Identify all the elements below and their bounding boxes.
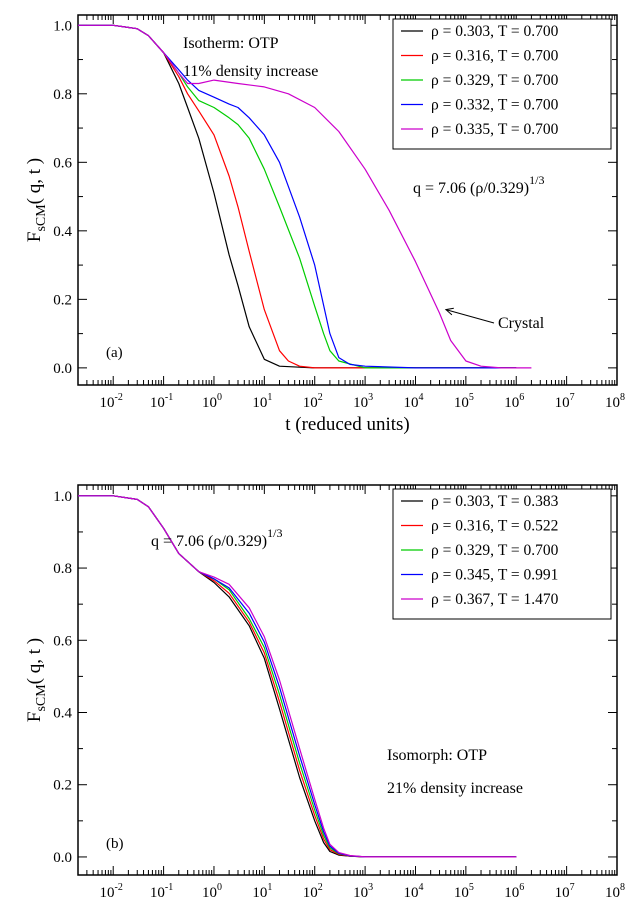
- legend-label: ρ = 0.329, T = 0.700: [431, 72, 559, 89]
- panel-title-annotation: Isomorph: OTP: [387, 747, 487, 764]
- x-tick-label: 103: [353, 882, 373, 901]
- legend-label: ρ = 0.345, T = 0.991: [431, 567, 558, 584]
- legend-label: ρ = 0.303, T = 0.700: [431, 23, 559, 40]
- chart-panel-a: 10-2 10-1 100 101 102 103 104 105 106 107 108 0.0 0.…: [24, 14, 625, 435]
- x-tick-label: 100: [202, 392, 222, 411]
- crystal-arrow: [445, 309, 495, 324]
- y-axis-ticks: [78, 24, 617, 369]
- y-axis-ticks: [78, 495, 617, 858]
- series-line-5: [78, 24, 532, 369]
- x-tick-label: 106: [504, 392, 524, 411]
- y-tick-label: 1.0: [53, 489, 72, 505]
- x-tick-label: 108: [605, 392, 625, 411]
- legend-label: ρ = 0.329, T = 0.700: [431, 542, 559, 559]
- x-tick-label: 108: [605, 882, 625, 901]
- q-formula-annotation: q = 7.06 (ρ/0.329)1/3: [413, 173, 544, 197]
- x-tick-label: 10-1: [150, 392, 173, 411]
- x-tick-label: 10-2: [100, 882, 123, 901]
- x-tick-label: 10-2: [100, 392, 123, 411]
- y-tick-label: 0.4: [53, 706, 72, 722]
- y-tick-label: 1.0: [53, 18, 72, 34]
- legend-label: ρ = 0.316, T = 0.522: [431, 518, 558, 535]
- panel-label: (b): [106, 836, 124, 852]
- crystal-annotation: Crystal: [498, 315, 545, 332]
- series-group: [78, 24, 532, 369]
- series-group: [78, 495, 517, 858]
- legend-label: ρ = 0.303, T = 0.383: [431, 493, 559, 510]
- panel-title-annotation: Isotherm: OTP: [183, 35, 279, 52]
- x-tick-label: 102: [303, 392, 323, 411]
- y-tick-label: 0.0: [53, 850, 72, 866]
- series-line-5: [78, 495, 517, 858]
- y-axis-label: FsCM( q, t ): [24, 158, 49, 242]
- legend: ρ = 0.303, T = 0.700 ρ = 0.316, T = 0.700…: [392, 18, 612, 150]
- legend-label: ρ = 0.335, T = 0.700: [431, 121, 559, 138]
- y-axis-label: FsCM( q, t ): [24, 638, 49, 722]
- q-formula-annotation: q = 7.06 (ρ/0.329)1/3: [151, 526, 282, 550]
- panel-title-annotation: 11% density increase: [183, 63, 318, 80]
- chart-panel-b: 10-2 10-1 100 101 102 103 104 105 106 107 108 0.0 0.…: [24, 484, 625, 911]
- x-tick-label: 102: [303, 882, 323, 901]
- panel-title-annotation: 21% density increase: [387, 780, 523, 797]
- x-tick-label: 101: [252, 882, 272, 901]
- y-tick-label: 0.4: [53, 224, 72, 240]
- panel-label: (a): [106, 345, 123, 361]
- x-tick-label: 101: [252, 392, 272, 411]
- x-tick-label: 107: [555, 392, 575, 411]
- y-tick-label: 0.2: [53, 292, 72, 308]
- legend-box: [392, 18, 612, 150]
- x-tick-label: 100: [202, 882, 222, 901]
- legend-label: ρ = 0.367, T = 1.470: [431, 591, 559, 608]
- x-tick-label: 104: [403, 392, 423, 411]
- plot-frame: [77, 14, 618, 386]
- y-tick-label: 0.6: [53, 155, 72, 171]
- x-tick-label: 104: [403, 882, 423, 901]
- x-tick-label: 106: [504, 882, 524, 901]
- plot-frame: [77, 484, 618, 876]
- y-tick-label: 0.8: [53, 87, 72, 103]
- y-tick-label: 0.8: [53, 561, 72, 577]
- x-axis-label: t (reduced units): [285, 414, 410, 435]
- legend-label: ρ = 0.316, T = 0.700: [431, 48, 559, 65]
- y-tick-label: 0.0: [53, 361, 72, 377]
- x-tick-label: 10-1: [150, 882, 173, 901]
- y-tick-label: 0.6: [53, 633, 72, 649]
- x-tick-label: 105: [454, 392, 474, 411]
- y-tick-label: 0.2: [53, 778, 72, 794]
- crystal-arrow-head: [444, 307, 454, 316]
- legend-label: ρ = 0.332, T = 0.700: [431, 97, 559, 114]
- x-tick-label: 105: [454, 882, 474, 901]
- x-tick-label: 103: [353, 392, 373, 411]
- x-tick-label: 107: [555, 882, 575, 901]
- legend-box: [392, 488, 612, 620]
- legend: ρ = 0.303, T = 0.383 ρ = 0.316, T = 0.522…: [392, 488, 612, 620]
